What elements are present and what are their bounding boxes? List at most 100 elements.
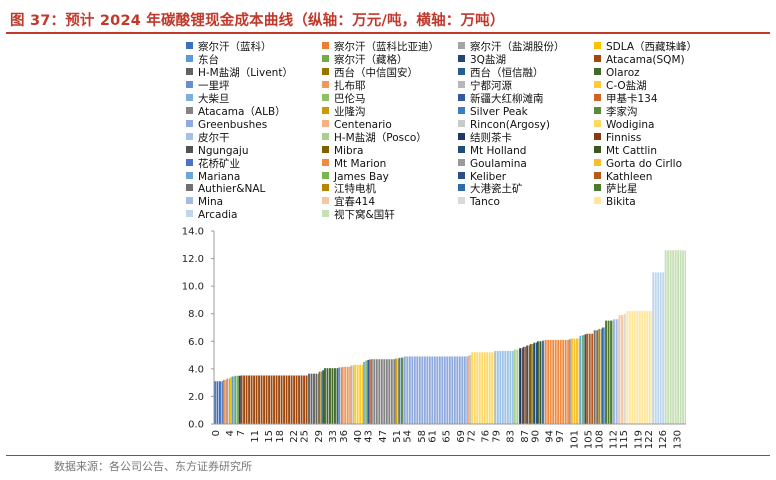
legend-label: Kathleen xyxy=(606,170,653,183)
bar xyxy=(283,375,286,424)
bar xyxy=(423,356,426,424)
legend-item: Authier&NAL xyxy=(186,183,265,196)
legend-label: 李家沟 xyxy=(606,105,638,118)
legend-swatch xyxy=(186,171,193,179)
bar-block xyxy=(626,310,653,424)
legend-swatch xyxy=(322,210,329,218)
bar xyxy=(481,352,484,424)
legend-swatch xyxy=(458,132,465,140)
x-tick-label: 29 xyxy=(314,430,325,443)
bar-block xyxy=(363,361,365,424)
legend-swatch xyxy=(186,197,193,205)
legend-swatch xyxy=(322,67,329,75)
bar xyxy=(411,356,414,424)
bar xyxy=(601,327,604,424)
bar xyxy=(397,358,399,424)
bar xyxy=(225,379,227,424)
x-tick-label: 69 xyxy=(456,430,467,443)
legend-item: 甲基卡134 xyxy=(594,93,658,106)
bar xyxy=(684,250,686,424)
legend-item: 李家沟 xyxy=(594,106,638,119)
legend-label: Arcadia xyxy=(198,209,238,222)
bar xyxy=(363,361,365,424)
bar xyxy=(255,375,258,424)
y-tick-label: 4.0 xyxy=(188,364,204,375)
legend-swatch xyxy=(458,158,465,166)
x-tick-label: 33 xyxy=(328,430,339,443)
bar xyxy=(586,333,589,424)
bar xyxy=(638,310,641,424)
legend-item: 大港瓷土矿 xyxy=(458,183,523,196)
legend-swatch xyxy=(186,184,193,192)
bar-block xyxy=(613,319,620,424)
legend-item: Olaroz xyxy=(594,67,640,80)
x-tick-label: 54 xyxy=(403,430,414,443)
bar xyxy=(672,250,675,424)
legend-swatch xyxy=(594,54,601,62)
x-tick-label: 112 xyxy=(608,430,619,449)
legend-item: 东台 xyxy=(186,54,219,67)
bar-block xyxy=(467,355,470,424)
x-tick-label: 115 xyxy=(619,430,630,449)
legend-label: H-M盐湖（Livent） xyxy=(198,66,293,79)
bar-block xyxy=(226,378,230,424)
bar-block xyxy=(338,367,342,424)
legend-label: H-M盐湖（Posco） xyxy=(334,131,427,144)
bar xyxy=(321,371,323,424)
bar xyxy=(613,319,616,424)
bar xyxy=(393,359,395,424)
bar xyxy=(483,352,486,424)
legend-item: Wodigina xyxy=(594,119,654,132)
title-divider xyxy=(6,32,770,34)
bar xyxy=(349,366,351,424)
bar-block xyxy=(605,320,614,424)
legend-swatch xyxy=(594,158,601,166)
bar xyxy=(354,364,357,424)
bar xyxy=(576,338,578,424)
bar xyxy=(519,348,522,424)
bar xyxy=(513,349,516,424)
bar xyxy=(413,356,416,424)
legend-label: Mina xyxy=(198,196,224,209)
bar xyxy=(356,364,359,424)
bar xyxy=(367,359,370,424)
bar xyxy=(369,359,371,424)
bar xyxy=(290,375,293,424)
bar xyxy=(626,310,629,424)
bar-block xyxy=(542,340,545,424)
bar xyxy=(532,344,534,424)
legend-swatch xyxy=(594,184,601,192)
legend-swatch xyxy=(594,119,601,127)
bar xyxy=(229,377,232,424)
legend-swatch xyxy=(322,158,329,166)
legend-item: 宜春414 xyxy=(322,196,375,209)
bar xyxy=(240,375,243,424)
legend-item: C-O盐湖 xyxy=(594,80,647,93)
x-tick-label: 90 xyxy=(530,430,541,443)
bar-block xyxy=(652,272,665,424)
bar-block xyxy=(536,341,543,424)
legend-label: Tanco xyxy=(470,196,500,209)
legend-item: 视下窝&国轩 xyxy=(322,209,395,222)
bar xyxy=(533,342,536,424)
legend-swatch xyxy=(322,184,329,192)
x-tick-label: 65 xyxy=(442,430,453,443)
bar xyxy=(359,364,362,424)
bar-block xyxy=(522,346,527,424)
bar xyxy=(615,319,618,424)
bar xyxy=(669,250,672,424)
legend-label: 西台（恒信融） xyxy=(470,66,544,79)
bar xyxy=(324,368,326,424)
bar xyxy=(278,375,281,424)
legend-item: Keliber xyxy=(458,171,506,184)
legend-swatch xyxy=(322,106,329,114)
bar xyxy=(305,375,308,424)
legend-label: Mt Marion xyxy=(334,157,387,170)
bar xyxy=(326,368,329,424)
legend-label: Authier&NAL xyxy=(198,183,266,196)
bar-block xyxy=(229,377,232,424)
bar xyxy=(496,350,499,424)
bar xyxy=(221,381,223,424)
bar xyxy=(466,356,468,424)
bar xyxy=(584,334,587,424)
